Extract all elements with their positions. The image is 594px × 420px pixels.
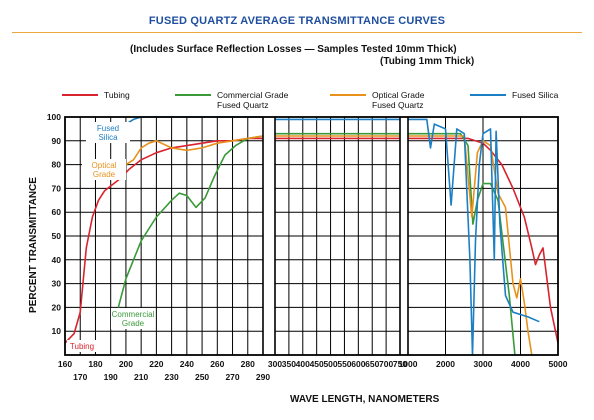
annotation-bg (67, 340, 97, 352)
annotation-commercial: Commercial (112, 310, 155, 319)
annotation-commercial: Grade (122, 319, 145, 328)
x-tick-label: 160 (58, 359, 72, 369)
x-tick-label: 2000 (436, 359, 455, 369)
y-tick-label: 70 (52, 183, 62, 193)
x-tick-label: 350 (282, 359, 296, 369)
plot-border (64, 116, 559, 356)
y-tick-label: 30 (52, 279, 62, 289)
title-underline (12, 32, 582, 33)
legend-label-commercial: Commercial Grade (217, 90, 289, 100)
x-tick-label: 280 (241, 359, 255, 369)
x-tick-label: 3000 (474, 359, 493, 369)
x-tick-label: 230 (165, 372, 179, 382)
series-line-tubing (408, 137, 559, 344)
x-tick-label: 240 (180, 359, 194, 369)
chart-frame (64, 115, 559, 357)
annotation-fused_silica: Fused (97, 124, 119, 133)
y-tick-label: 40 (52, 255, 62, 265)
x-tick-label: 5000 (549, 359, 568, 369)
x-tick-label: 550 (337, 359, 351, 369)
series-line-optical (125, 135, 264, 166)
series-line-fused_silica (125, 116, 263, 125)
x-tick-label: 1000 (399, 359, 418, 369)
series-lines (64, 116, 559, 356)
x-tick-label: 200 (119, 359, 133, 369)
annotation-optical: Optical (92, 161, 117, 170)
y-tick-label: 20 (52, 302, 62, 312)
x-tick-label: 500 (323, 359, 337, 369)
x-tick-label: 170 (73, 372, 87, 382)
y-tick-label: 50 (52, 231, 62, 241)
legend-label-commercial: Fused Quartz (217, 100, 269, 110)
series-line-tubing (64, 137, 263, 344)
chart-subtitle-line2: (Tubing 1mm Thick) (380, 56, 475, 67)
y-tick-label: 80 (52, 160, 62, 170)
y-axis-title: PERCENT TRANSMITTANCE (28, 177, 39, 313)
annotation-fused_silica: Silica (98, 133, 118, 142)
axis-break (263, 115, 275, 357)
x-tick-label: 260 (210, 359, 224, 369)
x-tick-label: 300 (268, 359, 282, 369)
series-line-fused_silica (408, 118, 540, 356)
y-tick-label: 10 (52, 326, 62, 336)
series-line-commercial (408, 132, 516, 356)
y-tick-label: 100 (47, 112, 61, 122)
x-tick-label: 220 (149, 359, 163, 369)
x-tick-label: 190 (104, 372, 118, 382)
annotation-bg (82, 159, 126, 180)
y-tick-label: 60 (52, 207, 62, 217)
legend-label-fused_silica: Fused Silica (512, 90, 559, 100)
x-axis-title: WAVE LENGTH, NANOMETERS (290, 394, 440, 405)
y-tick-label: 90 (52, 136, 62, 146)
x-tick-label: 290 (256, 372, 270, 382)
x-tick-label: 4000 (511, 359, 530, 369)
x-tick-label: 400 (296, 359, 310, 369)
annotation-tubing: Tubing (70, 342, 94, 351)
x-tick-label: 700 (379, 359, 393, 369)
x-tick-label: 180 (88, 359, 102, 369)
annotation-bg (111, 308, 155, 329)
chart-subtitle-line1: (Includes Surface Reflection Losses — Sa… (130, 44, 457, 55)
x-tick-label: 250 (195, 372, 209, 382)
x-tick-label: 600 (351, 359, 365, 369)
chart-title: FUSED QUARTZ AVERAGE TRANSMITTANCE CURVE… (148, 15, 446, 27)
series-annotations: FusedSilicaOpticalGradeCommercialGradeTu… (67, 122, 155, 352)
series-line-commercial (117, 135, 264, 308)
x-tick-label: 210 (134, 372, 148, 382)
x-tick-label: 450 (310, 359, 324, 369)
legend-label-optical: Optical Grade (372, 90, 425, 100)
x-tick-label: 270 (225, 372, 239, 382)
x-tick-label: 650 (365, 359, 379, 369)
legend-label-optical: Fused Quartz (372, 100, 424, 110)
x-tick-label: 750 (393, 359, 407, 369)
axis-break (400, 115, 408, 357)
legend-label-tubing: Tubing (104, 90, 130, 100)
annotation-bg (86, 122, 130, 143)
annotation-optical: Grade (93, 170, 116, 179)
